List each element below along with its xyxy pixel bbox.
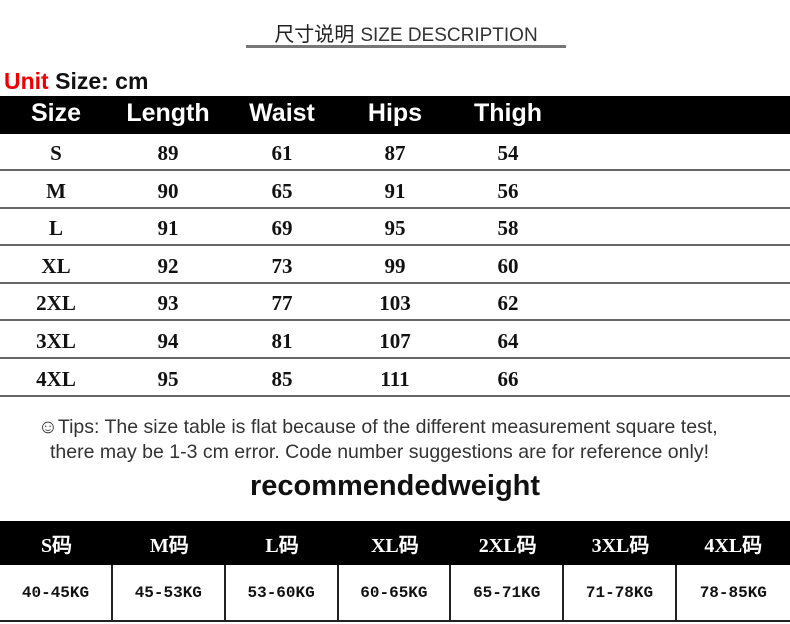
title-cn: 尺寸说明: [274, 24, 355, 46]
table-cell: 77: [271, 291, 293, 316]
table-cell: 56: [497, 178, 519, 203]
table-row: XL 92 73 99 60: [0, 247, 790, 284]
weight-header-cell: XL码: [370, 534, 419, 557]
table-cell: 73: [271, 253, 293, 278]
table-cell: L: [48, 216, 63, 241]
table-cell: 2XL: [36, 291, 76, 316]
table-cell: 94: [157, 329, 179, 353]
table-row: 3XL 94 81 107 64: [0, 322, 790, 359]
table-cell: 4XL: [36, 366, 76, 391]
title-en: SIZE DESCRIPTION: [360, 25, 538, 46]
size-table-header: Size Length Waist Hips Thigh: [0, 96, 790, 134]
table-cell: 61: [271, 141, 293, 165]
weight-title: recommendedweight: [249, 470, 541, 502]
weight-cell: 78-85KG: [699, 583, 767, 602]
weight-cell: 65-71KG: [451, 565, 565, 620]
table-cell: 69: [271, 216, 293, 241]
table-cell: 60: [497, 253, 519, 278]
table-cell: 85: [271, 366, 293, 391]
table-cell: 111: [380, 366, 410, 391]
table-cell: 92: [157, 253, 179, 278]
weight-header-cell: L码: [265, 534, 299, 557]
table-cell: 90: [157, 178, 179, 203]
unit-size: Size: cm: [48, 68, 149, 94]
table-cell: 54: [497, 141, 519, 165]
column-header: Waist: [249, 99, 315, 127]
table-cell: 62: [497, 291, 519, 316]
column-header: Hips: [367, 99, 423, 127]
table-cell: S: [50, 141, 62, 165]
weight-cell: 71-78KG: [564, 565, 677, 620]
weight-header-cell: 2XL码: [478, 534, 537, 557]
table-cell: 103: [379, 291, 411, 316]
table-cell: 95: [157, 366, 179, 391]
weight-cell: 45-53KG: [113, 565, 226, 620]
table-row: S 89 61 87 54: [0, 134, 790, 171]
table-cell: 91: [157, 216, 179, 241]
table-cell: 89: [157, 141, 179, 165]
weight-header-cell: 3XL码: [591, 534, 650, 557]
table-cell: 65: [271, 178, 293, 203]
weight-cell: 53-60KG: [226, 565, 339, 620]
table-cell: 81: [271, 329, 293, 353]
table-cell: 99: [384, 253, 406, 278]
tips-note: ☺Tips: The size table is flat because of…: [38, 415, 718, 465]
column-header: Thigh: [473, 99, 543, 127]
tips-line-2: there may be 1-3 cm error. Code number s…: [50, 441, 709, 463]
weight-cell: 60-65KG: [338, 565, 452, 620]
table-cell: 64: [497, 329, 519, 353]
unit-word: Unit: [4, 68, 49, 94]
weight-table-body: 40-45KG 45-53KG 53-60KG 60-65KG 65-71KG 71-78…: [0, 565, 790, 622]
weight-header-cell: 4XL码: [704, 534, 763, 557]
table-row: 2XL 93 77 103 62: [0, 284, 790, 322]
table-cell: M: [46, 178, 66, 203]
weight-header-cell: S码: [40, 534, 73, 557]
table-cell: XL: [41, 253, 71, 278]
unit-label: Unit Size: cm: [4, 68, 148, 95]
table-cell: 107: [379, 329, 411, 353]
page-title: 尺寸说明 SIZE DESCRIPTION: [246, 18, 566, 48]
table-cell: 91: [384, 178, 406, 203]
table-cell: 87: [384, 141, 406, 165]
table-cell: 93: [157, 291, 179, 316]
table-row: L 91 69 95 58: [0, 209, 790, 247]
weight-header-cell: M码: [149, 534, 189, 557]
column-header: Length: [126, 99, 210, 127]
tips-line-1: ☺Tips: The size table is flat because of…: [38, 416, 718, 438]
weight-cell: 40-45KG: [0, 565, 113, 620]
table-cell: 66: [497, 366, 519, 391]
weight-table-header: S码 M码 L码 XL码 2XL码 3XL码 4XL码: [0, 521, 790, 565]
table-cell: 58: [497, 216, 519, 241]
table-row: 4XL 95 85 111 66: [0, 360, 790, 397]
column-header: Size: [30, 99, 82, 127]
table-cell: 3XL: [36, 329, 76, 353]
table-row: M 90 65 91 56: [0, 172, 790, 209]
table-cell: 95: [384, 216, 406, 241]
